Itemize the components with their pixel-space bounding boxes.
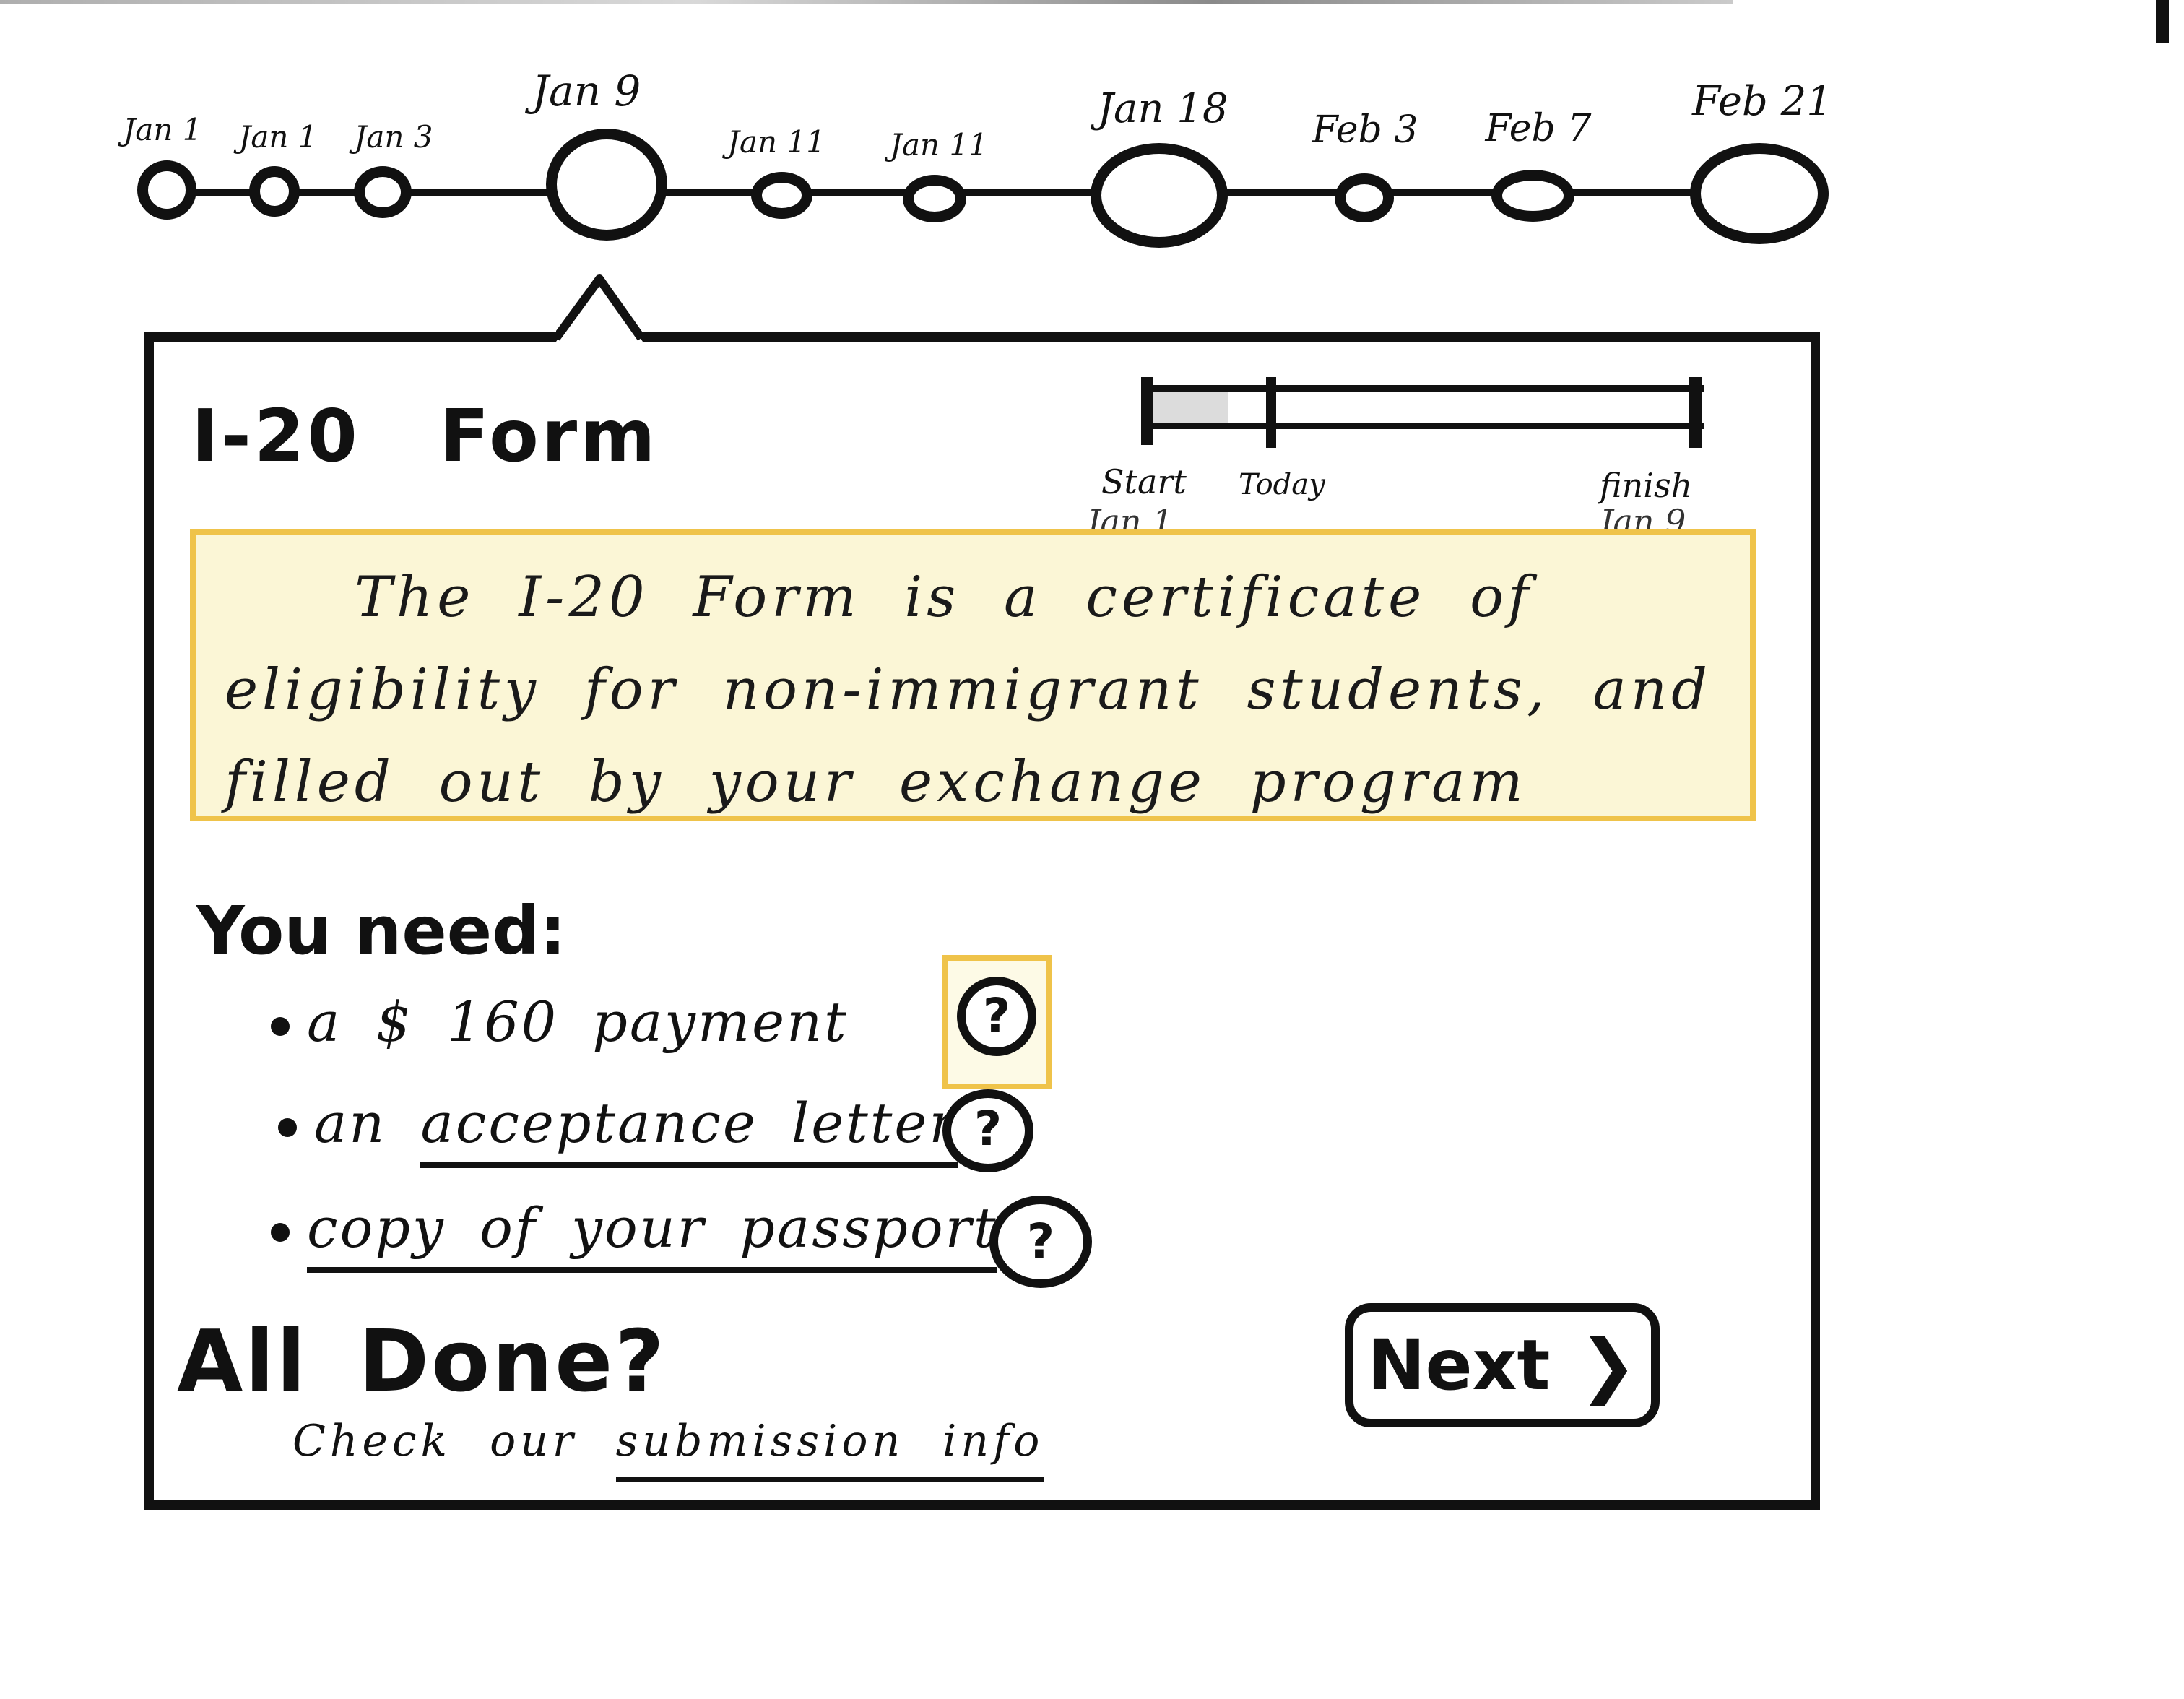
form-progress-bar [1141, 377, 1704, 448]
title-form-word: Form [439, 394, 659, 478]
card-pointer [556, 274, 643, 342]
timeline-label-2: Jan 1 [238, 119, 318, 155]
timeline-label-4: Jan 9 [532, 66, 641, 116]
help-passport-icon[interactable]: ? [989, 1196, 1092, 1288]
form-description-text: The I-20 Form is a certificate of eligib… [225, 565, 1712, 815]
timeline-node-5[interactable] [751, 172, 812, 219]
timeline-node-7[interactable] [1091, 143, 1228, 248]
submission-row: Check our submission info [292, 1416, 1044, 1482]
timeline-node-2[interactable] [249, 166, 300, 217]
acceptance-letter-link[interactable]: acceptance letter [420, 1091, 958, 1168]
bullet-icon [271, 1223, 290, 1242]
requirement-acceptance-letter: an acceptance letter [278, 1091, 958, 1168]
timeline-label-1: Jan 1 [123, 112, 202, 147]
help-payment-icon[interactable]: ? [957, 977, 1036, 1056]
title-form-number: I-20 [191, 394, 360, 478]
passport-copy-link[interactable]: copy of your passport [307, 1196, 998, 1273]
requirement-payment-prefix: a [307, 990, 342, 1054]
requirement-payment: a $ 160 payment [271, 990, 849, 1054]
timeline-label-6: Jan 11 [890, 127, 988, 163]
timeline-node-4[interactable] [546, 129, 667, 241]
requirements-heading: You need: [196, 892, 566, 969]
timeline-label-8: Feb 3 [1312, 108, 1418, 152]
timeline-label-10: Feb 21 [1692, 78, 1832, 125]
requirement-passport: copy of your passport [271, 1196, 998, 1273]
timeline-node-3[interactable] [354, 166, 412, 218]
page-title: I-20 Form [191, 394, 658, 478]
progress-finish-label: finish [1600, 466, 1693, 505]
progress-fill [1141, 389, 1228, 426]
all-done-word-1: All [177, 1311, 308, 1411]
timeline-node-6[interactable] [903, 175, 966, 222]
submission-info-link[interactable]: submission info [615, 1416, 1044, 1482]
next-button-label: Next [1367, 1325, 1551, 1406]
timeline-label-7: Jan 18 [1097, 85, 1228, 132]
requirement-payment-text: $ 160 payment [376, 990, 849, 1054]
timeline-node-8[interactable] [1335, 173, 1394, 222]
next-button[interactable]: Next ❯ [1345, 1303, 1660, 1427]
help-acceptance-letter-icon[interactable]: ? [942, 1089, 1034, 1172]
timeline-line [166, 189, 1827, 196]
timeline-label-5: Jan 11 [727, 124, 826, 160]
chevron-right-icon: ❯ [1579, 1325, 1637, 1406]
progress-today-label: Today [1239, 468, 1325, 501]
requirement-acceptance-prefix: an [314, 1091, 387, 1155]
bullet-icon [271, 1017, 290, 1036]
timeline-label-3: Jan 3 [354, 119, 433, 155]
progress-start-label: Start [1101, 462, 1187, 501]
bullet-icon [278, 1118, 297, 1137]
all-done-word-2: Done? [358, 1311, 667, 1411]
scan-edge [0, 0, 1733, 4]
scan-mark [2156, 0, 2169, 43]
form-description-box: The I-20 Form is a certificate of eligib… [190, 529, 1756, 821]
timeline-node-10[interactable] [1690, 143, 1829, 244]
timeline-label-9: Feb 7 [1485, 107, 1592, 150]
all-done-heading: All Done? [177, 1311, 667, 1411]
timeline-node-9[interactable] [1491, 170, 1574, 222]
timeline-node-1[interactable] [137, 160, 196, 220]
check-text: Check our [292, 1416, 578, 1466]
